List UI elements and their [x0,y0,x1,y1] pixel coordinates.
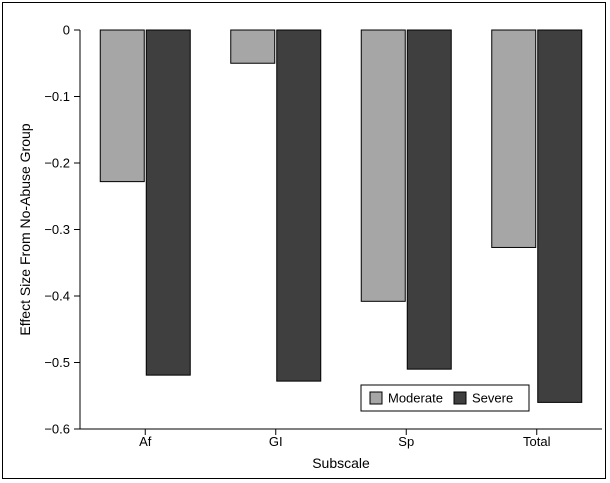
y-tick-label: −0.1 [44,89,70,104]
x-axis-title: Subscale [312,455,370,471]
bars-group [99,29,583,403]
x-tick-label: Sp [398,434,414,449]
x-tick-label: Af [139,434,152,449]
y-tick-label: −0.4 [44,289,70,304]
bar-severe-af [145,29,191,376]
legend-swatch-severe [453,391,467,405]
y-tick-label: −0.5 [44,355,70,370]
bar-severe-gi [276,29,322,382]
bar-moderate-af [99,29,145,183]
x-ticks-group: Af GI Sp Total [139,429,551,449]
legend: Moderate Severe [360,384,530,412]
legend-swatch-moderate [369,391,383,405]
legend-label-severe: Severe [472,391,513,406]
bar-severe-total [537,29,583,403]
y-tick-label: −0.3 [44,222,70,237]
y-tick-label: −0.2 [44,156,70,171]
legend-box [360,384,530,412]
y-axis-title: Effect Size From No-Abuse Group [17,123,33,335]
bar-moderate-sp [360,29,406,302]
bar-moderate-total [491,29,537,248]
x-tick-label: Total [523,434,551,449]
y-tick-label: 0 [63,23,70,38]
bar-moderate-gi [230,29,276,64]
legend-label-moderate: Moderate [388,391,443,406]
y-tick-label: −0.6 [44,422,70,437]
bar-severe-sp [406,29,452,370]
x-tick-label: GI [269,434,283,449]
y-ticks-group: 0 −0.1 −0.2 −0.3 −0.4 −0.5 −0.6 [44,23,80,437]
